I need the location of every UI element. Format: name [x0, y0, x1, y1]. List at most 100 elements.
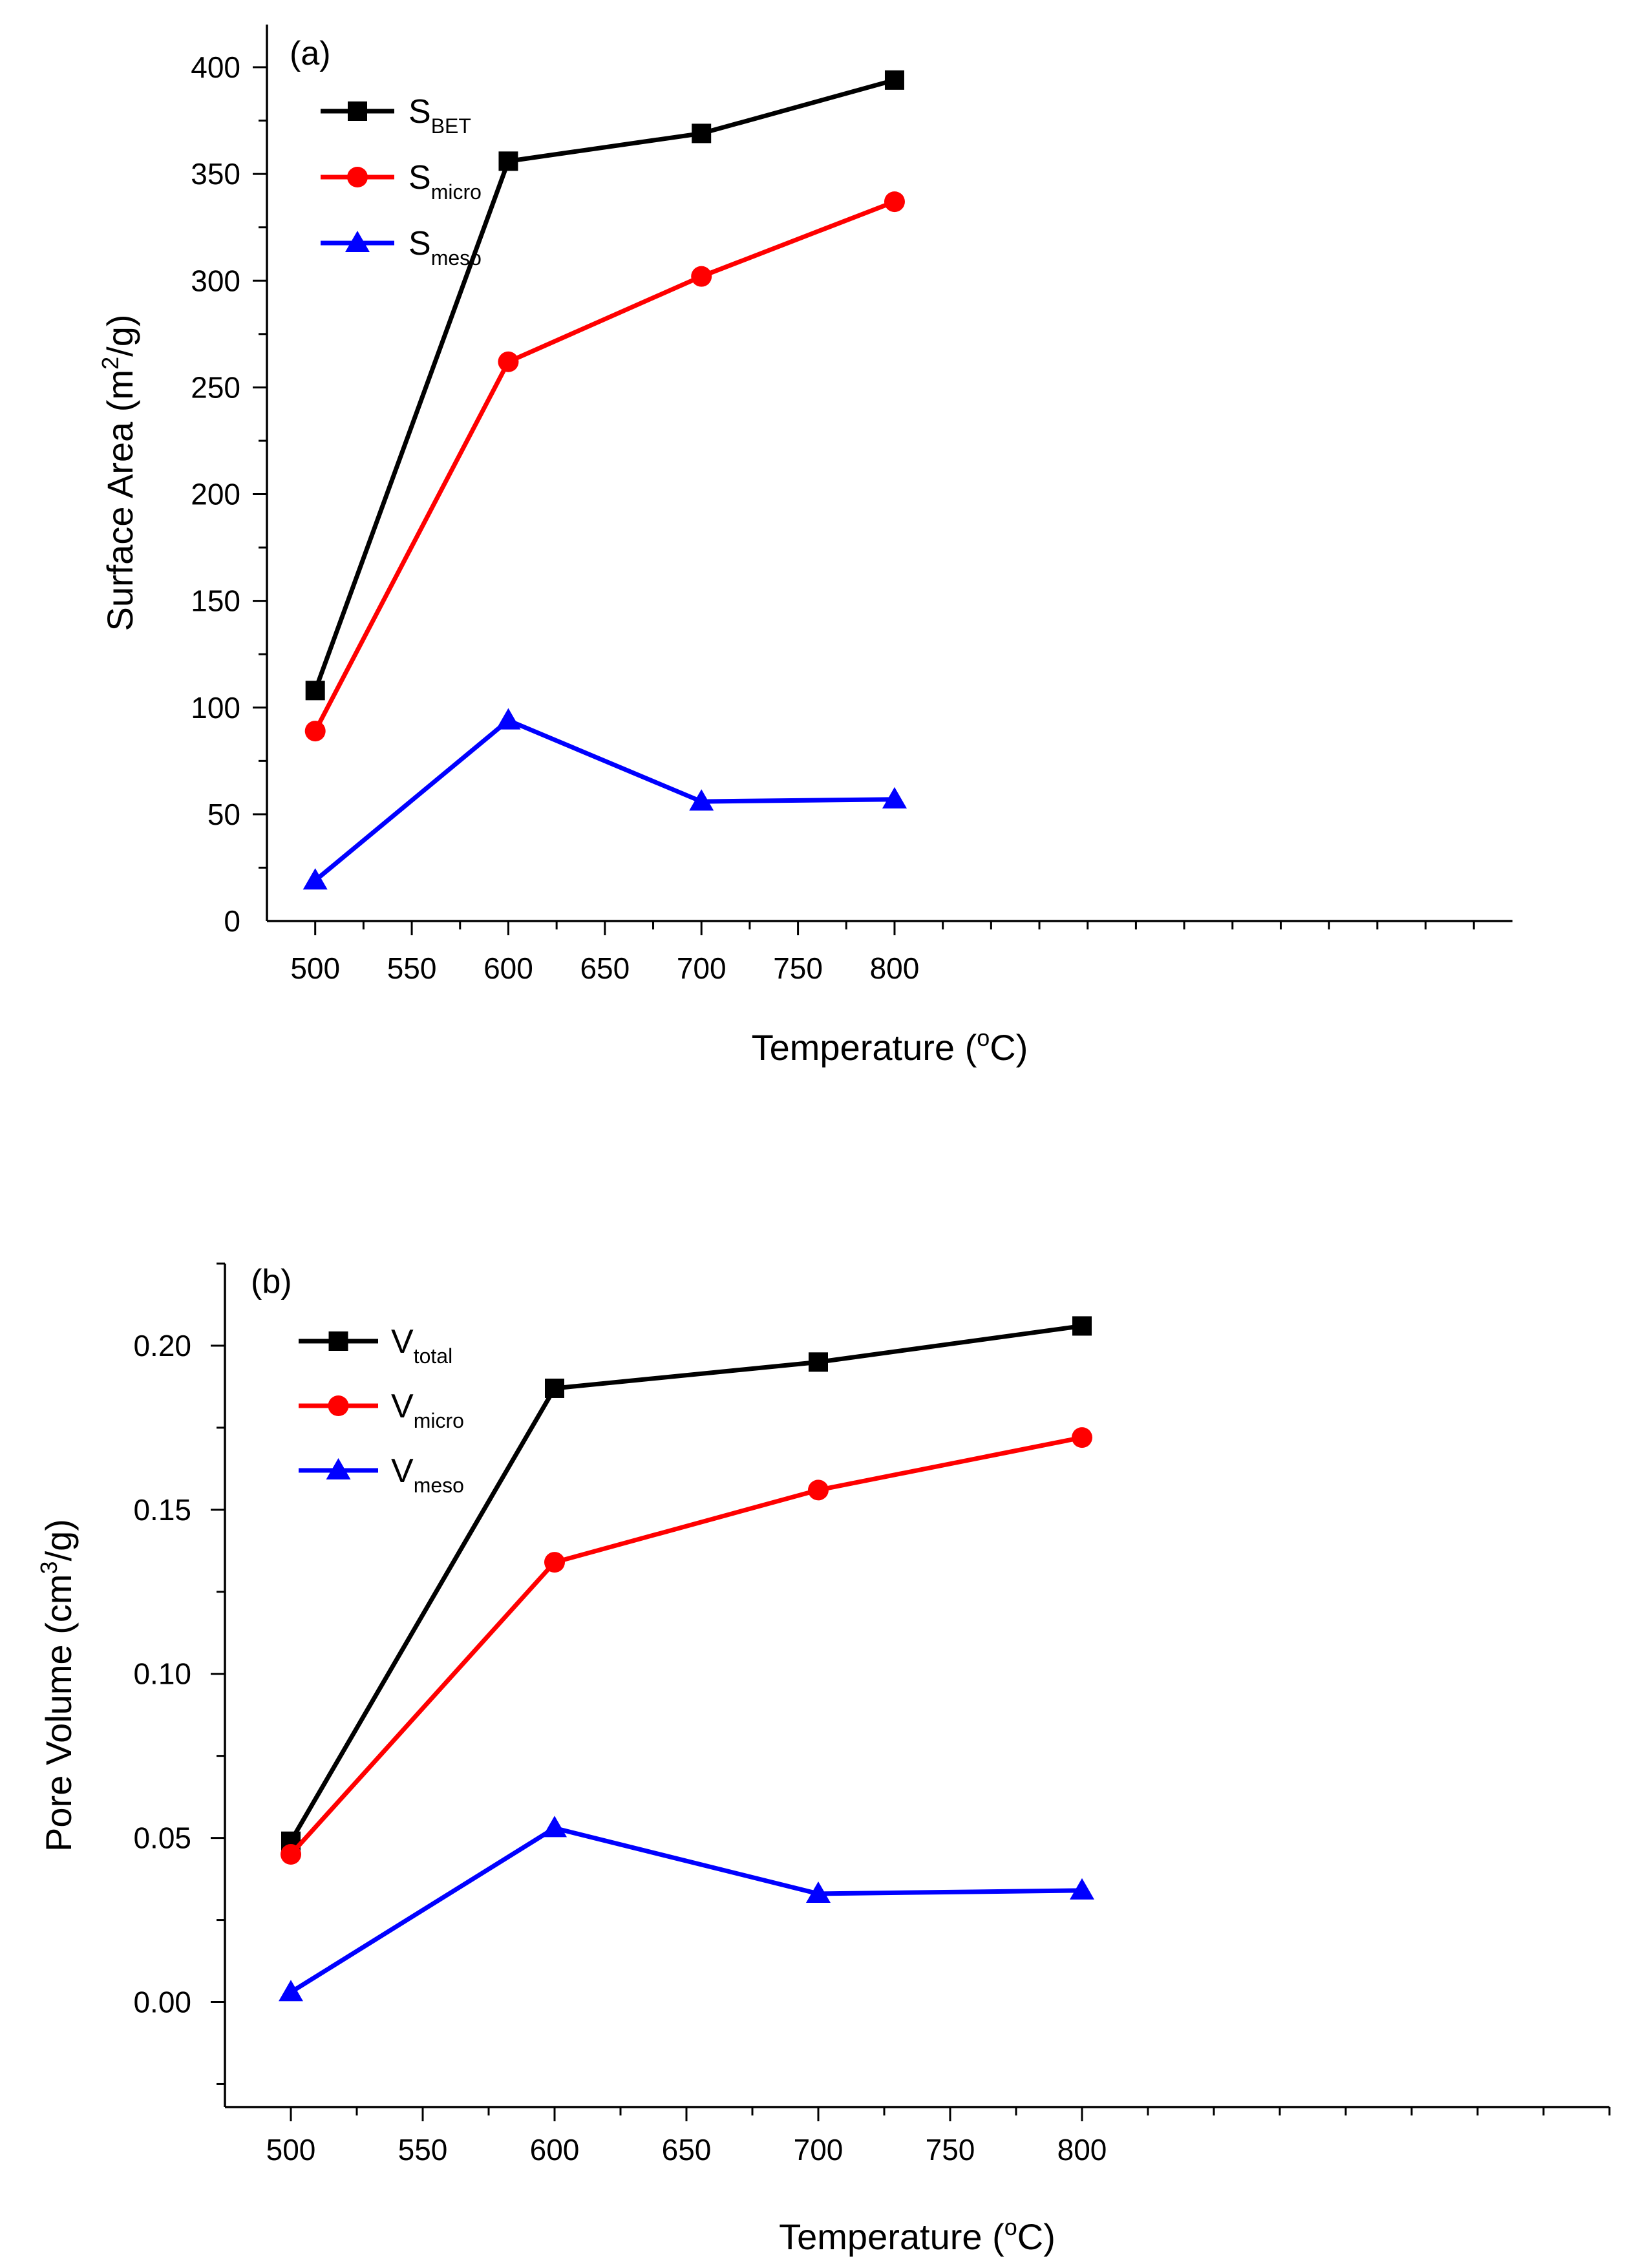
- panel-label: (b): [251, 1263, 292, 1300]
- legend-marker-total: [328, 1331, 348, 1351]
- legend-label-meso: Smeso: [408, 225, 482, 270]
- series-line-meso: [313, 718, 895, 882]
- data-point-total: [1072, 1316, 1092, 1336]
- legend-entry-meso: Smeso: [321, 225, 482, 270]
- series-line-total: [288, 1324, 1083, 1843]
- legend-entry-micro: Vmicro: [299, 1388, 464, 1432]
- x-tick-label: 750: [926, 2133, 975, 2167]
- y-tick-label: 0.20: [133, 1329, 191, 1362]
- x-tick-label: 500: [266, 2133, 316, 2167]
- legend-label-main: V: [391, 1323, 414, 1361]
- data-point-BET: [884, 70, 904, 90]
- y-tick-label: 0: [224, 904, 240, 938]
- data-point-meso: [806, 1881, 831, 1903]
- legend-entry-meso: Vmeso: [299, 1452, 464, 1497]
- data-point-micro: [304, 721, 326, 742]
- x-axis-title-text-end: C): [1017, 2216, 1056, 2257]
- chart-pore-volume: 500 550 600 650 700 750 800 0.00 0.05 0.10 0.15 0.2…: [36, 1262, 1611, 2257]
- legend-label-subscript: meso: [414, 1474, 464, 1497]
- y-axis-title-superscript: 2: [97, 357, 123, 370]
- legend-marker-meso: [326, 1458, 351, 1479]
- series-line-micro: [289, 1435, 1083, 1856]
- legend-label-subscript: micro: [431, 180, 482, 204]
- legend-label-main: S: [408, 159, 431, 196]
- panel-label: (a): [290, 35, 331, 72]
- data-point-meso: [496, 708, 521, 730]
- y-tick-label: 0.00: [133, 1986, 191, 2019]
- x-tick-label: 800: [1057, 2133, 1107, 2167]
- y-axis-title-text-end: /g): [38, 1519, 79, 1561]
- legend-label-meso: Vmeso: [391, 1452, 464, 1497]
- legend-label-micro: Smicro: [408, 159, 482, 204]
- y-axis-title: Pore Volume (cm3/g): [36, 1519, 79, 1852]
- series-BET: [305, 70, 904, 701]
- legend-marker-meso: [345, 231, 370, 252]
- data-point-micro: [808, 1479, 829, 1501]
- x-axis-title: Temperature (oC): [779, 2214, 1056, 2257]
- legend-label-subscript: total: [414, 1344, 452, 1368]
- x-tick-label: 800: [870, 951, 920, 985]
- x-axis-title-text-end: C): [990, 1027, 1028, 1068]
- y-tick-label: 0.15: [133, 1493, 191, 1527]
- y-axis-title-superscript: 3: [36, 1561, 62, 1574]
- legend-label-main: V: [391, 1388, 414, 1425]
- y-tick-label: 250: [191, 370, 240, 404]
- data-point-meso: [689, 789, 714, 811]
- y-tick-label: 150: [191, 584, 240, 618]
- x-tick-label: 500: [290, 951, 340, 985]
- legend-label-main: S: [408, 225, 431, 262]
- series-micro: [281, 1427, 1092, 1865]
- x-tick-label: 750: [773, 951, 823, 985]
- legend-label-micro: Vmicro: [391, 1388, 464, 1432]
- legend-label-BET: SBET: [408, 93, 471, 138]
- data-point-micro: [544, 1552, 565, 1573]
- legend-marker-micro: [347, 167, 368, 187]
- x-tick-label: 600: [483, 951, 533, 985]
- x-axis-title: Temperature (oC): [752, 1024, 1028, 1068]
- data-point-meso: [302, 868, 328, 890]
- x-tick-label: 550: [387, 951, 437, 985]
- legend-label-main: S: [408, 93, 431, 131]
- y-tick-label: 350: [191, 157, 240, 191]
- y-tick-label: 50: [207, 798, 240, 831]
- chart-surface-area: 500 550 600 650 700 750 800 0 50 100 150 200 250 300 3…: [97, 25, 1512, 1068]
- series-line-BET: [313, 78, 895, 692]
- x-tick-label: 600: [530, 2133, 580, 2167]
- y-axis-title: Surface Area (m2/g): [97, 315, 140, 631]
- legend-marker-BET: [348, 101, 367, 121]
- data-point-BET: [305, 681, 325, 701]
- legend-entry-total: Vtotal: [299, 1323, 452, 1368]
- y-axis-title-text-end: /g): [100, 315, 140, 357]
- y-axis-title-text: Pore Volume (cm: [38, 1574, 79, 1852]
- series-meso: [279, 1816, 1094, 2002]
- data-point-total: [809, 1352, 828, 1372]
- x-tick-label: 650: [662, 2133, 712, 2167]
- y-axis-title-text: Surface Area (m: [100, 370, 140, 631]
- data-point-meso: [279, 1980, 303, 2002]
- legend-marker-micro: [328, 1395, 349, 1416]
- x-tick-label: 700: [677, 951, 727, 985]
- series-line-micro: [313, 199, 896, 732]
- data-point-micro: [691, 266, 712, 287]
- x-tick-label: 550: [398, 2133, 448, 2167]
- data-point-micro: [1072, 1427, 1092, 1448]
- x-axis-title-text: Temperature (: [779, 2216, 1004, 2257]
- y-tick-label: 400: [191, 50, 240, 84]
- series-line-meso: [290, 1825, 1083, 1995]
- data-point-meso: [542, 1816, 567, 1838]
- x-axis-title-superscript: o: [1004, 2214, 1017, 2240]
- data-point-micro: [884, 191, 905, 213]
- x-axis-title-superscript: o: [977, 1024, 990, 1051]
- legend-entry-BET: SBET: [321, 93, 471, 138]
- legend-entry-micro: Smicro: [321, 159, 482, 204]
- x-tick-label: 700: [794, 2133, 844, 2167]
- series-micro: [304, 191, 905, 742]
- x-tick-label: 650: [580, 951, 630, 985]
- legend-label-subscript: BET: [431, 114, 471, 138]
- data-point-BET: [498, 151, 518, 171]
- y-tick-label: 0.05: [133, 1821, 191, 1855]
- legend-label-total: Vtotal: [391, 1323, 452, 1368]
- data-point-micro: [498, 351, 519, 372]
